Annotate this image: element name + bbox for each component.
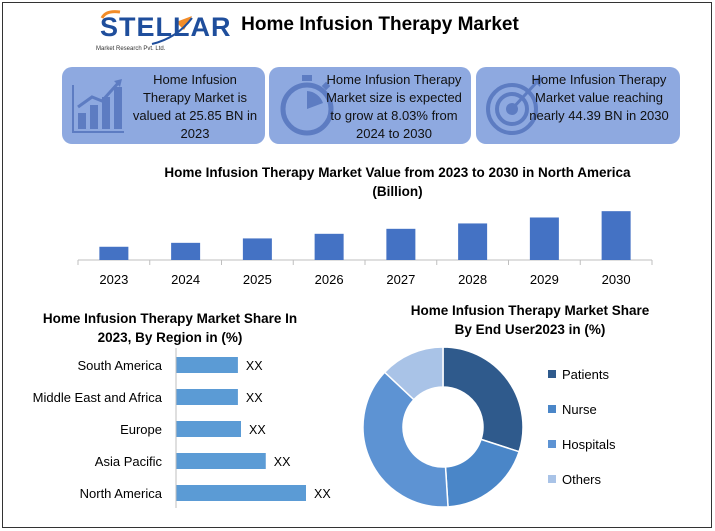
card-forecast-text: Home Infusion Therapy Market value reach… — [529, 72, 669, 123]
region-category-label: Europe — [120, 422, 162, 437]
legend-item-others: Others — [548, 472, 601, 487]
legend-item-nurse: Nurse — [548, 402, 597, 417]
region-data-label: XX — [249, 423, 266, 437]
page-title: Home Infusion Therapy Market — [241, 14, 519, 35]
na-chart-title: Home Infusion Therapy Market Value from … — [164, 165, 631, 199]
na-x-tick-label: 2028 — [458, 272, 487, 287]
na-bar — [386, 228, 416, 260]
na-x-tick-label: 2026 — [315, 272, 344, 287]
legend-swatch — [548, 405, 556, 413]
donut-slice-patients — [442, 346, 524, 453]
legend-swatch — [548, 475, 556, 483]
region-data-label: XX — [246, 391, 263, 405]
region-data-label: XX — [274, 455, 291, 469]
region-category-label: Middle East and Africa — [33, 390, 163, 405]
donut-slice-others — [383, 346, 444, 401]
region-category-label: Asia Pacific — [95, 454, 163, 469]
region-bar — [176, 421, 241, 437]
legend-swatch — [548, 440, 556, 448]
na-bar — [458, 223, 488, 260]
legend-label: Hospitals — [562, 437, 616, 452]
bar-chart-icon — [72, 79, 124, 133]
na-bar — [99, 246, 129, 260]
card-growth-text: Home Infusion Therapy Market size is exp… — [326, 72, 462, 141]
na-x-tick-label: 2023 — [99, 272, 128, 287]
logo-wordmark: STELLAR — [100, 12, 232, 42]
region-bar — [176, 389, 238, 405]
stellar-logo: STELLAR Market Research Pvt. Ltd. — [92, 8, 231, 58]
logo-swoosh-icon — [100, 10, 193, 45]
region-bar — [176, 485, 306, 501]
enduser-chart-title: Home Infusion Therapy Market Share By En… — [410, 303, 650, 337]
region-category-label: South America — [77, 358, 162, 373]
card-forecast: Home Infusion Therapy Market value reach… — [476, 67, 680, 144]
donut-slice-hospitals — [362, 371, 449, 508]
region-data-label: XX — [314, 487, 331, 501]
region-data-label: XX — [246, 359, 263, 373]
donut-slice-nurse — [444, 438, 521, 508]
region-chart-title: Home Infusion Therapy Market Share In 20… — [42, 311, 298, 345]
card-valuation-text: Home Infusion Therapy Market is valued a… — [132, 72, 258, 141]
na-bar — [171, 242, 201, 260]
na-bar — [601, 211, 631, 260]
legend-item-hospitals: Hospitals — [548, 437, 615, 452]
legend-item-patients: Patients — [548, 367, 609, 382]
legend-swatch — [548, 370, 556, 378]
na-bar — [242, 238, 272, 260]
na-bar — [529, 217, 559, 260]
na-x-tick-label: 2025 — [243, 272, 272, 287]
card-growth: Home Infusion Therapy Market size is exp… — [269, 67, 471, 144]
na-bar — [314, 233, 344, 260]
legend-label: Nurse — [562, 402, 597, 417]
stopwatch-icon — [280, 75, 334, 136]
region-bar — [176, 357, 238, 373]
region-bar — [176, 453, 266, 469]
target-icon — [486, 77, 542, 135]
card-valuation: Home Infusion Therapy Market is valued a… — [62, 67, 265, 144]
na-x-tick-label: 2027 — [386, 272, 415, 287]
na-x-tick-label: 2024 — [171, 272, 200, 287]
legend-label: Patients — [562, 367, 609, 382]
na-x-tick-label: 2030 — [602, 272, 631, 287]
region-category-label: North America — [80, 486, 163, 501]
legend-label: Others — [562, 472, 602, 487]
na-x-tick-label: 2029 — [530, 272, 559, 287]
logo-subtitle: Market Research Pvt. Ltd. — [96, 46, 166, 52]
